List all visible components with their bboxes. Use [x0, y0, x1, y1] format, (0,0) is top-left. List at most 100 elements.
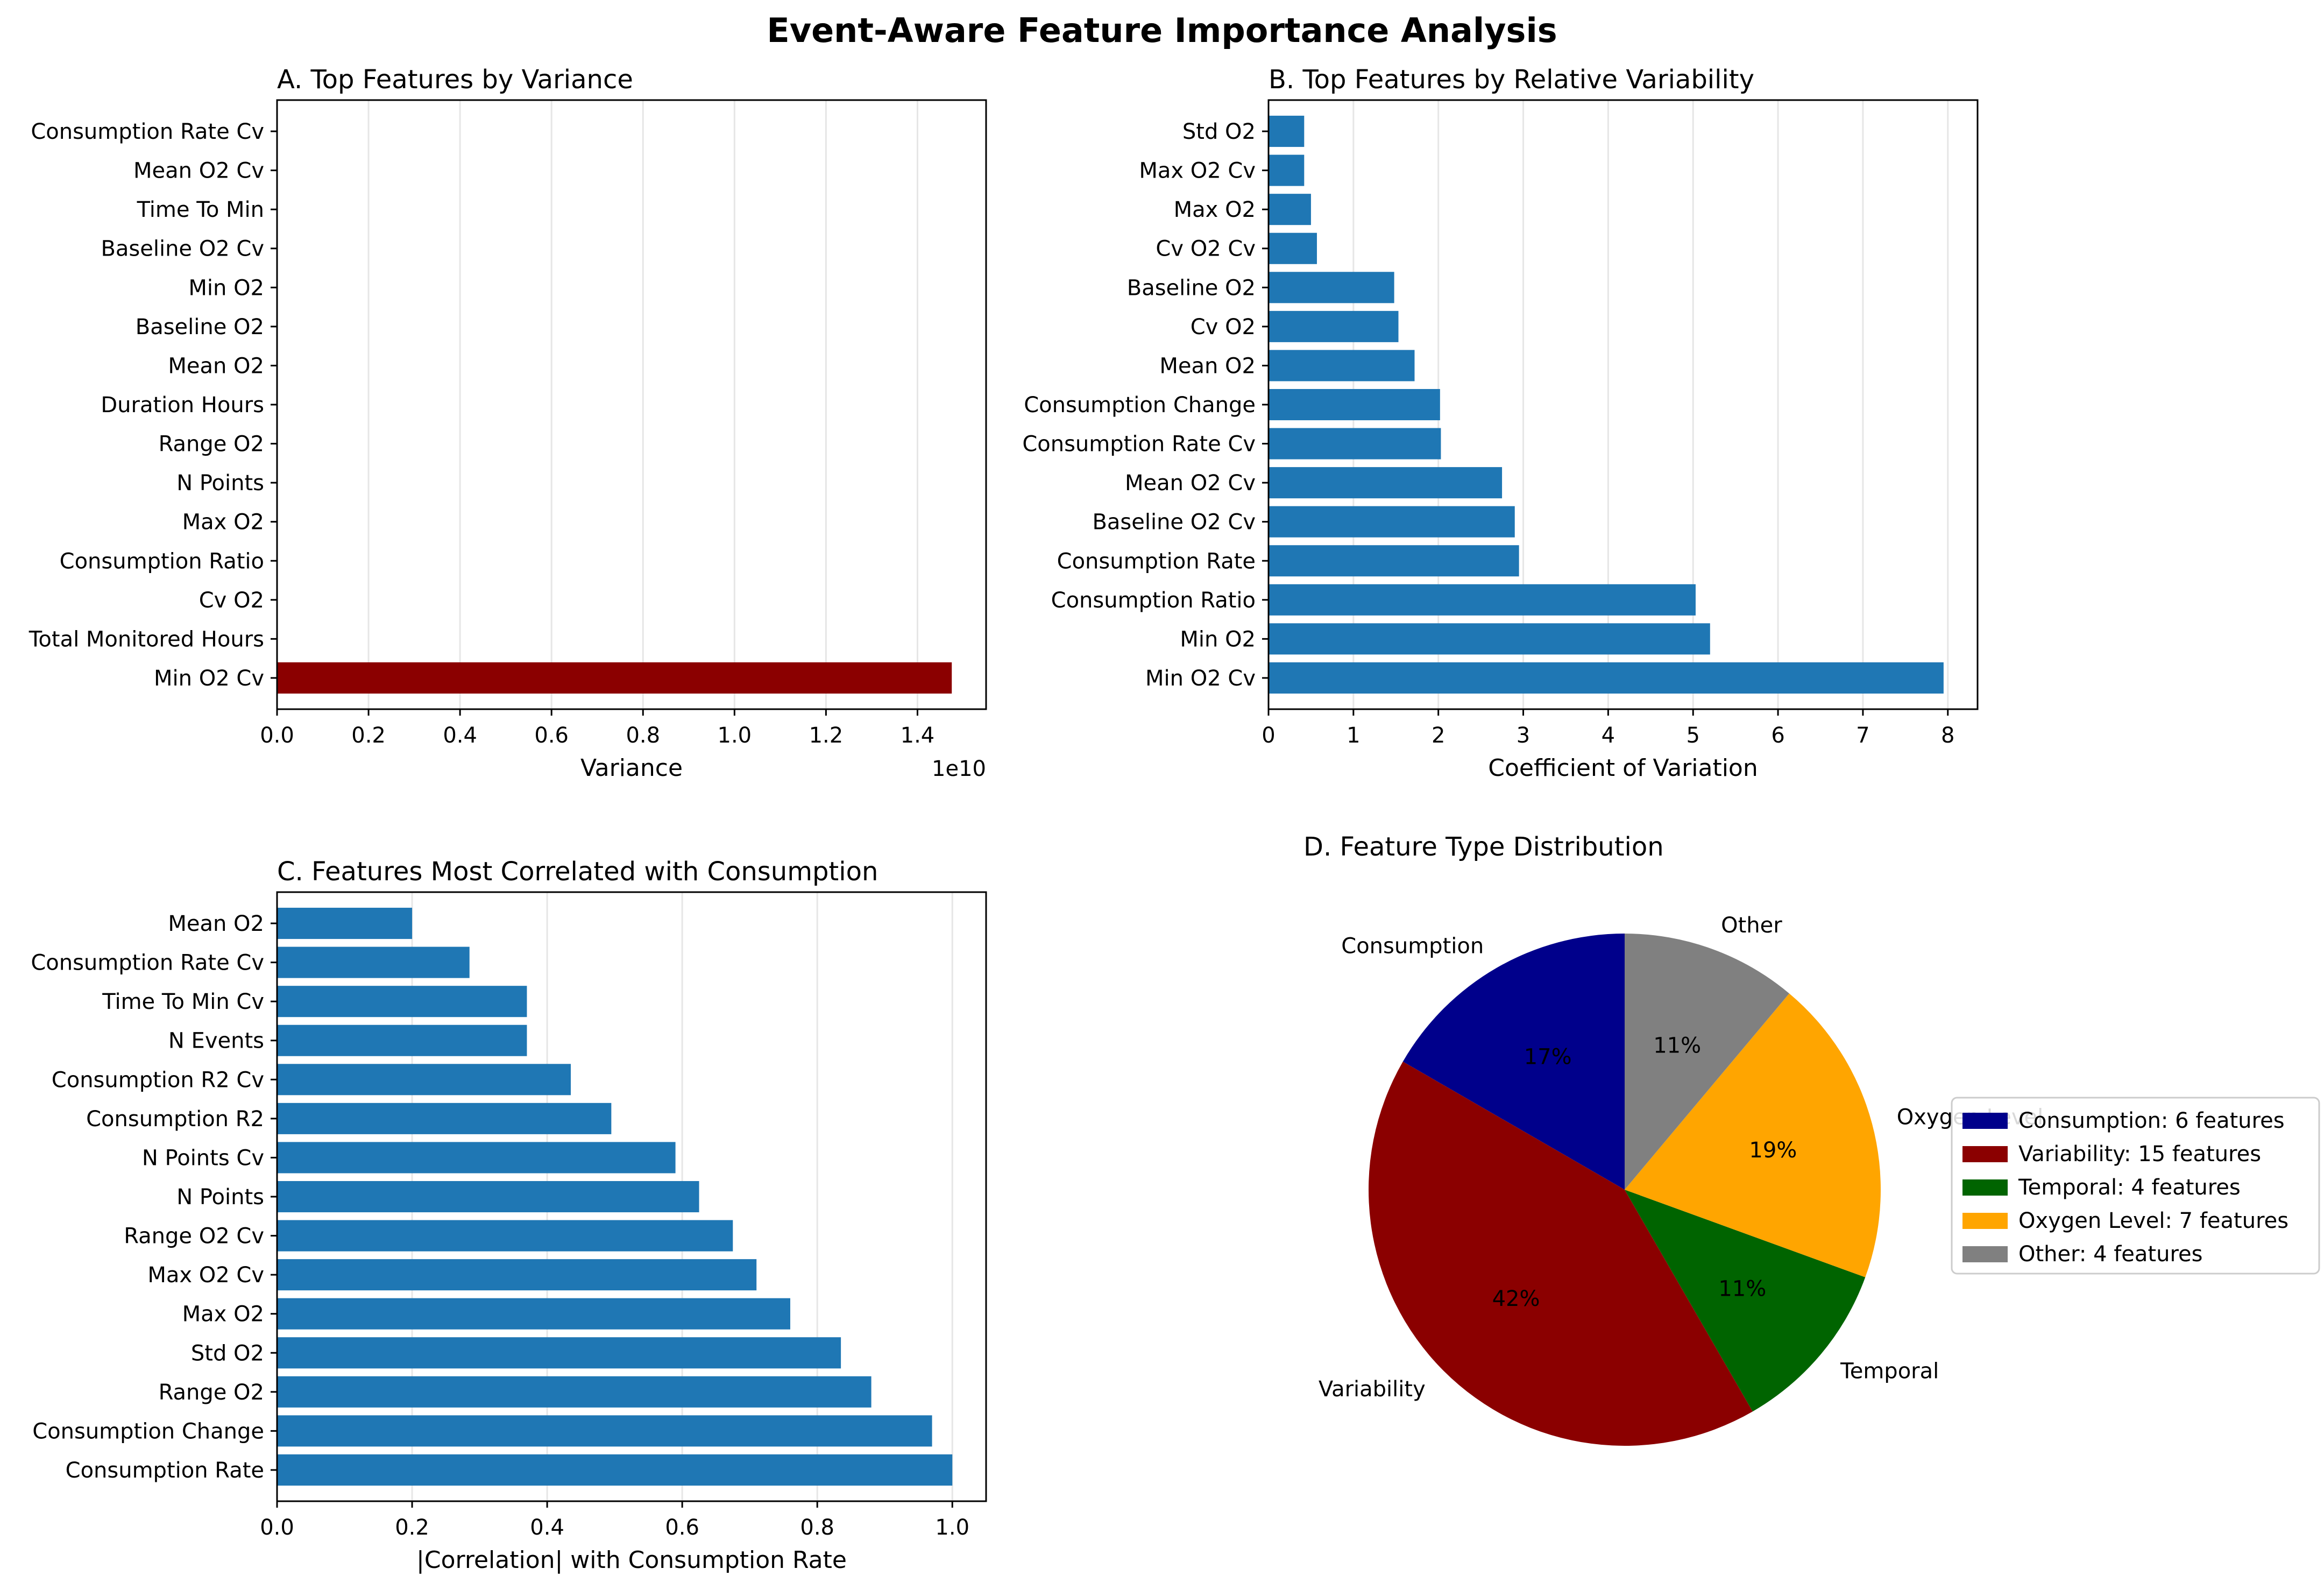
bar-min-o2 [1269, 623, 1710, 655]
x-tick-label: 0.0 [260, 723, 294, 748]
legend-entry: Consumption: 6 features [2018, 1108, 2285, 1133]
pie-slice-oxygen-level [1625, 993, 1881, 1277]
bar-min-o2-cv [1269, 662, 1944, 694]
y-tick-label: Mean O2 Cv [1125, 471, 1256, 496]
x-axis-label: |Correlation| with Consumption Rate [416, 1546, 847, 1574]
panel-title: B. Top Features by Relative Variability [1269, 65, 1754, 95]
pie-label-other: Other [1721, 913, 1782, 938]
figure-title: Event-Aware Feature Importance Analysis [767, 11, 1557, 50]
bar-consumption-rate-cv [1269, 428, 1441, 460]
y-tick-label: Consumption Rate Cv [31, 119, 264, 144]
legend-entry: Temporal: 4 features [2018, 1175, 2241, 1200]
bar-min-o2-cv [277, 662, 952, 694]
y-tick-label: Cv O2 [1191, 315, 1256, 340]
pie-pct-label: 17% [1524, 1045, 1572, 1070]
y-tick-label: Mean O2 [168, 911, 264, 936]
x-tick-label: 1.0 [718, 723, 752, 748]
pie-label-consumption: Consumption [1341, 934, 1484, 959]
y-tick-label: N Points Cv [142, 1146, 264, 1170]
y-tick-label: Consumption Rate Cv [1022, 432, 1256, 457]
y-tick-label: Range O2 [159, 432, 264, 457]
panel-c-correlation-chart: C. Features Most Correlated with Consump… [31, 857, 987, 1574]
x-tick-label: 3 [1517, 723, 1530, 748]
y-tick-label: Min O2 Cv [1145, 666, 1256, 691]
bar-mean-o2 [277, 908, 413, 939]
y-tick-label: Consumption Ratio [1051, 588, 1256, 613]
y-tick-label: Mean O2 [168, 354, 264, 378]
y-tick-label: Max O2 Cv [1139, 159, 1256, 183]
legend-frame [1951, 1097, 2320, 1275]
x-tick-label: 1.2 [809, 723, 844, 748]
bar-time-to-min-cv [277, 986, 527, 1017]
bar-max-o2-cv [277, 1259, 757, 1291]
y-tick-label: Min O2 [1180, 627, 1256, 652]
y-tick-label: Min O2 Cv [154, 666, 264, 691]
x-tick-label: 0 [1262, 723, 1275, 748]
bar-consumption-ratio [1269, 584, 1696, 616]
bar-mean-o2-cv [1269, 467, 1503, 499]
pie-pct-label: 19% [1749, 1138, 1797, 1163]
y-tick-label: Baseline O2 [1127, 275, 1256, 300]
y-tick-label: Mean O2 [1159, 354, 1256, 378]
bar-consumption-r2-cv [277, 1064, 571, 1096]
legend-entry: Oxygen Level: 7 features [2018, 1209, 2288, 1233]
x-axis-offset-label: 1e10 [932, 757, 986, 781]
legend-entry: Variability: 15 features [2018, 1142, 2261, 1167]
x-tick-label: 1 [1347, 723, 1360, 748]
x-tick-label: 0.2 [395, 1515, 429, 1540]
bar-consumption-change [1269, 388, 1440, 421]
panel-title: C. Features Most Correlated with Consump… [277, 857, 878, 887]
bar-max-o2-cv [1269, 154, 1305, 186]
pie-pct-label: 11% [1653, 1034, 1701, 1058]
x-tick-label: 0.8 [800, 1515, 834, 1540]
x-tick-label: 0.6 [534, 723, 569, 748]
pie-slice-other [1625, 934, 1789, 1190]
panel-d-type-distribution-chart: D. Feature Type Distribution Consumption 1… [1303, 832, 2320, 1446]
y-tick-label: Consumption Change [1024, 393, 1256, 418]
x-tick-label: 0.4 [530, 1515, 564, 1540]
y-tick-label: Cv O2 Cv [1156, 237, 1256, 262]
bar-max-o2 [277, 1298, 790, 1330]
x-axis-label: Variance [580, 754, 683, 782]
y-tick-label: Baseline O2 Cv [1092, 510, 1256, 535]
y-tick-label: Baseline O2 [136, 315, 264, 340]
pie-label-variability: Variability [1319, 1377, 1426, 1402]
x-tick-label: 0.4 [443, 723, 477, 748]
panel-title: D. Feature Type Distribution [1303, 832, 1664, 862]
bar-n-events [277, 1024, 527, 1056]
bar-consumption-rate-cv [277, 946, 470, 978]
y-tick-label: Consumption R2 [86, 1107, 264, 1132]
bar-range-o2-cv [277, 1220, 733, 1252]
y-tick-label: Std O2 [191, 1341, 264, 1366]
x-tick-label: 0.2 [351, 723, 386, 748]
x-tick-label: 1.4 [901, 723, 935, 748]
legend-swatch [1962, 1179, 2008, 1196]
bar-std-o2 [277, 1337, 841, 1369]
y-tick-label: Max O2 [182, 1302, 264, 1327]
y-tick-label: Consumption R2 Cv [52, 1068, 264, 1092]
x-tick-label: 0.6 [665, 1515, 699, 1540]
bar-baseline-o2-cv [1269, 506, 1515, 538]
y-tick-label: Baseline O2 Cv [101, 237, 264, 262]
bar-cv-o2 [1269, 310, 1399, 342]
y-tick-label: Cv O2 [199, 588, 264, 613]
bar-range-o2 [277, 1376, 872, 1408]
pie-pct-label: 11% [1718, 1277, 1766, 1302]
y-tick-label: N Events [168, 1029, 264, 1054]
x-tick-label: 8 [1941, 723, 1954, 748]
pie-slice-variability [1369, 1062, 1753, 1446]
legend: Consumption: 6 features Variability: 15 f… [1951, 1097, 2320, 1275]
bar-n-points-cv [277, 1142, 676, 1174]
pie-slice-consumption [1402, 934, 1625, 1190]
legend-swatch [1962, 1146, 2008, 1162]
bar-mean-o2 [1269, 350, 1415, 381]
bar-cv-o2-cv [1269, 232, 1317, 264]
bar-consumption-rate [277, 1454, 953, 1486]
y-tick-label: Range O2 Cv [124, 1224, 264, 1249]
y-tick-label: Max O2 [182, 510, 264, 535]
y-tick-label: Duration Hours [101, 393, 264, 418]
y-tick-label: Std O2 [1182, 119, 1256, 144]
panel-b-variability-chart: B. Top Features by Relative Variability M… [1022, 65, 1979, 782]
bar-consumption-change [277, 1415, 932, 1447]
